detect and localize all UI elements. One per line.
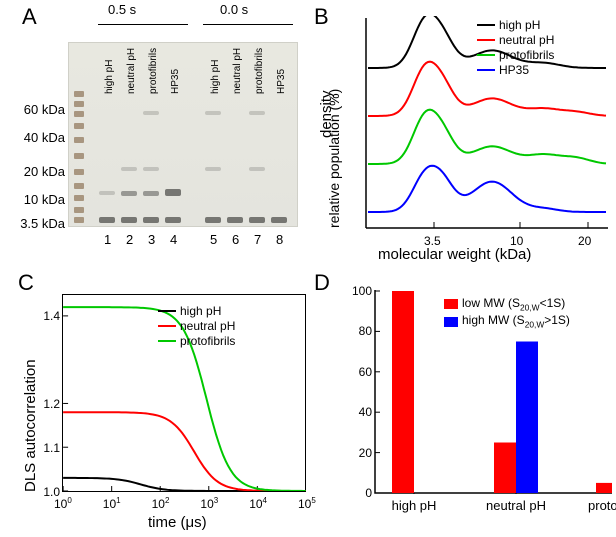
gel-band xyxy=(143,167,159,171)
c-xtick: 101 xyxy=(103,496,121,511)
gel-band xyxy=(143,191,159,196)
gel-band xyxy=(249,111,265,115)
d-ytick: 0 xyxy=(346,486,372,500)
gel-mw-label: 20 kDa xyxy=(10,164,65,179)
gel-band xyxy=(165,217,181,223)
gel-ladder-band xyxy=(74,111,84,117)
panel-b: B high pHneutral pHprotofibrilsHP35 3.51… xyxy=(312,2,612,266)
gel-lane-number: 5 xyxy=(210,232,217,247)
d-category-label: high pH xyxy=(382,498,446,513)
gel-lane-number: 4 xyxy=(170,232,177,247)
c-ytick: 1.2 xyxy=(30,397,60,411)
gel-ladder-band xyxy=(74,169,84,175)
d-category-label: neutral pH xyxy=(484,498,548,513)
gel-band xyxy=(165,189,181,196)
legend-item: protofibrils xyxy=(158,334,235,348)
d-ytick: 60 xyxy=(346,365,372,379)
gel-band xyxy=(205,217,221,223)
gel-group-label: 0.5 s xyxy=(108,2,136,17)
c-xtick: 102 xyxy=(152,496,170,511)
gel-band xyxy=(249,217,265,223)
d-ytick: 20 xyxy=(346,446,372,460)
legend-item: protofibrils xyxy=(477,48,554,62)
panel-a: A 0.5 s 0.0 s high pH neutral pH protofibril… xyxy=(8,2,308,266)
gel-lane-header: HP35 xyxy=(276,69,287,94)
legend-item: high pH xyxy=(477,18,554,32)
panel-d-label: D xyxy=(314,270,330,296)
gel-lane-header: protofibrils xyxy=(254,48,265,94)
gel-ladder-band xyxy=(74,123,84,129)
gel-mw-label: 3.5 kDa xyxy=(10,216,65,231)
gel-lane-header: neutral pH xyxy=(126,48,137,94)
panel-d-legend: low MW (S20,W<1S)high MW (S20,W>1S) xyxy=(444,296,570,331)
gel-lane-header: neutral pH xyxy=(232,48,243,94)
c-xtick: 104 xyxy=(249,496,267,511)
gel-lane-number: 8 xyxy=(276,232,283,247)
gel-band xyxy=(271,217,287,223)
gel-ladder-band xyxy=(74,183,84,189)
c-ytick: 1.1 xyxy=(30,441,60,455)
gel-group-underline xyxy=(203,24,293,25)
gel-band xyxy=(121,167,137,171)
gel-ladder-band xyxy=(74,91,84,97)
legend-item: high pH xyxy=(158,304,235,318)
d-ytick: 80 xyxy=(346,324,372,338)
panel-c-legend: high pHneutral pHprotofibrils xyxy=(158,304,235,349)
panel-d-ylabel: relative population (%) xyxy=(326,89,342,228)
gel-lane-number: 3 xyxy=(148,232,155,247)
c-xtick: 103 xyxy=(200,496,218,511)
legend-item: neutral pH xyxy=(477,33,554,47)
gel-lane-header: high pH xyxy=(104,60,115,94)
panel-c-xlabel: time (μs) xyxy=(148,514,207,531)
gel-band xyxy=(249,167,265,171)
panel-c-label: C xyxy=(18,270,34,296)
d-ytick: 100 xyxy=(346,284,372,298)
gel-lane-number: 7 xyxy=(254,232,261,247)
gel-band xyxy=(143,217,159,223)
gel-band xyxy=(227,217,243,223)
gel-group-label: 0.0 s xyxy=(220,2,248,17)
gel-lane-number: 2 xyxy=(126,232,133,247)
gel-ladder-band xyxy=(74,137,84,143)
gel-ladder-band xyxy=(74,217,84,223)
panel-a-label: A xyxy=(22,4,37,30)
gel-ladder-band xyxy=(74,101,84,107)
legend-item: neutral pH xyxy=(158,319,235,333)
gel-band xyxy=(99,217,115,223)
d-ytick: 40 xyxy=(346,405,372,419)
gel-ladder-band xyxy=(74,207,84,213)
gel-band xyxy=(121,217,137,223)
gel-band xyxy=(205,111,221,115)
c-ytick: 1.4 xyxy=(30,309,60,323)
gel-band xyxy=(205,167,221,171)
gel-lane-number: 6 xyxy=(232,232,239,247)
panel-c-ylabel: DLS autocorrelation xyxy=(22,359,39,492)
gel-group-underline xyxy=(98,24,188,25)
gel-mw-label: 10 kDa xyxy=(10,192,65,207)
gel-ladder-band xyxy=(74,195,84,201)
panel-c: C high pHneutral pHprotofibrils DLS auto… xyxy=(8,270,308,530)
gel-lane-header: high pH xyxy=(210,60,221,94)
legend-item: low MW (S20,W<1S) xyxy=(444,296,570,312)
gel-top-groups xyxy=(68,8,298,38)
gel-ladder-band xyxy=(74,153,84,159)
d-category-label: protofibrils xyxy=(586,498,616,513)
legend-item: HP35 xyxy=(477,63,554,77)
c-xtick: 100 xyxy=(54,496,72,511)
gel-band xyxy=(143,111,159,115)
panel-d: D low MW (S20,W<1S)high MW (S20,W>1S) 0 2… xyxy=(312,270,612,530)
gel-lane-header: protofibrils xyxy=(148,48,159,94)
gel-lane-header: HP35 xyxy=(170,69,181,94)
gel-band xyxy=(121,191,137,196)
b-xtick: 20 xyxy=(578,234,591,248)
gel-mw-label: 40 kDa xyxy=(10,130,65,145)
gel-band xyxy=(99,191,115,195)
panel-b-xlabel: molecular weight (kDa) xyxy=(378,246,531,263)
panel-b-label: B xyxy=(314,4,329,30)
legend-item: high MW (S20,W>1S) xyxy=(444,313,570,329)
panel-b-legend: high pHneutral pHprotofibrilsHP35 xyxy=(477,18,554,78)
gel-lane-number: 1 xyxy=(104,232,111,247)
gel-mw-label: 60 kDa xyxy=(10,102,65,117)
